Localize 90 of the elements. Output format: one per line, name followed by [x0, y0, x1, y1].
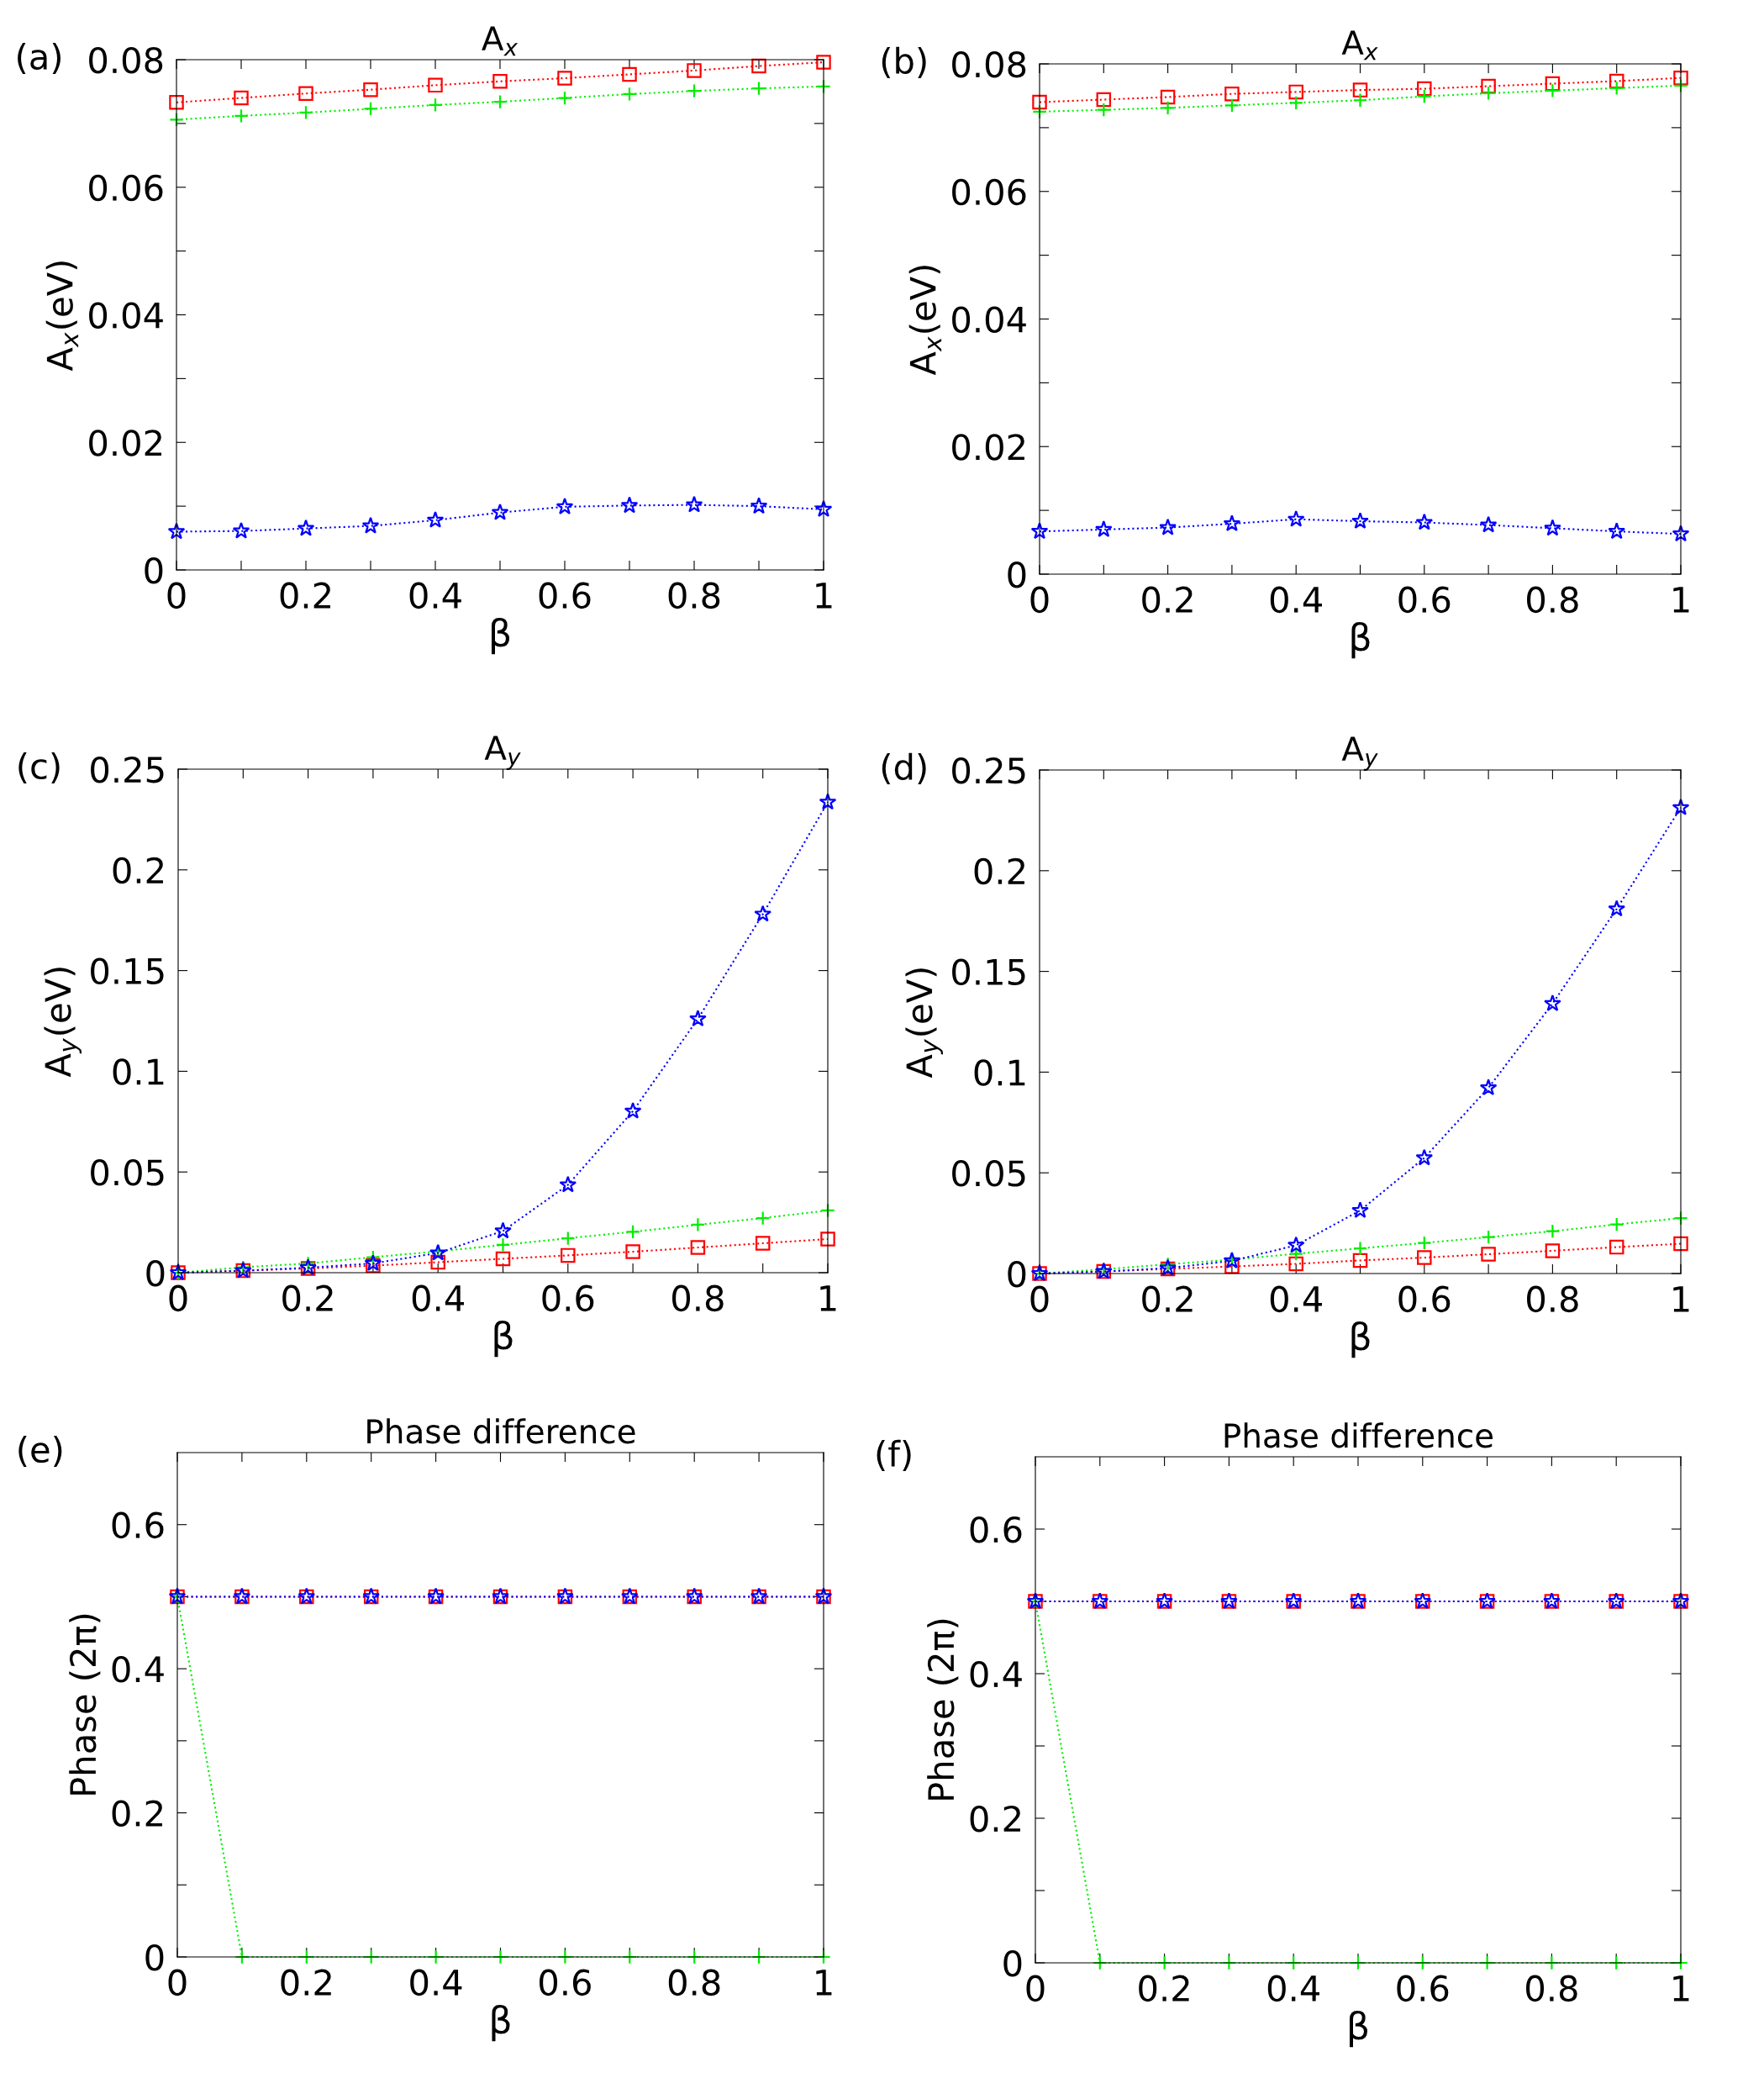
x-tick-label: 0.2	[280, 582, 330, 609]
x-tick-label: 0.6	[1398, 586, 1451, 614]
y-tick-label: 0.2	[974, 857, 1024, 885]
text: (f)	[877, 1439, 911, 1471]
chart-title: A$_{x}$	[482, 26, 519, 56]
x-tick-label: 0	[169, 1284, 187, 1312]
y-tick-label: 0	[1003, 1949, 1022, 1977]
y-tick-label: 0.05	[952, 1160, 1025, 1187]
x-tick-label: 0	[1030, 586, 1049, 614]
x-tick-label: 0.2	[1142, 1285, 1193, 1313]
y-tick-label: 0.4	[970, 1660, 1022, 1688]
y-axis-title: A$_{x}$(eV)	[908, 266, 942, 376]
x-tick-label: 0.8	[1526, 1975, 1577, 2002]
x-tick-label: 0.8	[1527, 1285, 1578, 1313]
y-tick-label: 0.2	[113, 857, 163, 884]
y-tick-label: 0.08	[89, 46, 163, 74]
y-axis-title: A$_{x}$(eV)	[45, 261, 79, 372]
y-tick-label: 0	[145, 1944, 164, 1971]
y-tick-label: 0.6	[970, 1516, 1022, 1543]
x-tick-label: 0	[167, 582, 186, 609]
y-tick-label: 0.2	[970, 1805, 1020, 1833]
y-tick-label: 0.2	[112, 1800, 162, 1827]
x-tick-label: 0.4	[1270, 1285, 1322, 1313]
x-tick-label: 0.2	[1139, 1975, 1189, 2002]
text: (d)	[882, 752, 926, 784]
y-tick-label: 0.08	[952, 50, 1026, 78]
x-axis-title: β	[492, 2004, 510, 2042]
y-tick-label: 0.02	[89, 430, 161, 456]
chart-title: A$_{y}$	[1341, 736, 1378, 771]
y-tick-label: 0.15	[91, 957, 164, 985]
y-tick-label: 0.25	[952, 757, 1025, 784]
chart-title: A$_{x}$	[1341, 30, 1378, 61]
x-tick-label: 1	[820, 1285, 836, 1311]
text: (b)	[882, 46, 926, 78]
x-tick-label: 0	[1030, 1285, 1049, 1313]
y-axis-title: A$_{y}$(eV)	[44, 968, 82, 1078]
x-tick-label: 0.6	[539, 582, 591, 609]
x-tick-label: 0.2	[1142, 586, 1193, 614]
x-axis-title: β	[1351, 621, 1370, 659]
text: (a)	[18, 42, 61, 74]
y-tick-label: 0.1	[974, 1059, 1025, 1086]
y-tick-label: 0.02	[952, 434, 1024, 461]
x-tick-label: 0.6	[540, 1969, 591, 1996]
x-tick-label: 0.2	[281, 1969, 331, 1996]
x-tick-label: 0.8	[672, 1284, 724, 1312]
chart-title: Phase difference	[367, 1418, 635, 1444]
x-tick-label: 1	[816, 583, 832, 609]
x-tick-label: 0.6	[542, 1284, 594, 1312]
y-axis-title: Phase (2π)	[927, 1619, 959, 1800]
y-tick-label: 0.06	[89, 174, 163, 202]
y-tick-label: 0.15	[952, 958, 1025, 986]
y-tick-label: 0.6	[112, 1511, 164, 1539]
text: (e)	[18, 1435, 62, 1467]
y-tick-label: 0	[146, 1259, 165, 1287]
y-tick-label: 0	[1008, 1260, 1026, 1288]
y-axis-title: A$_{y}$(eV)	[905, 968, 943, 1079]
y-tick-label: 0	[1008, 561, 1026, 588]
x-tick-label: 0	[168, 1969, 187, 1996]
y-tick-label: 0.1	[113, 1058, 164, 1085]
y-tick-label: 0.4	[112, 1656, 164, 1683]
y-tick-label: 0.05	[91, 1159, 164, 1186]
x-tick-label: 1	[1673, 587, 1689, 613]
y-tick-label: 0.04	[952, 306, 1026, 333]
x-tick-label: 1	[1673, 1975, 1689, 2002]
x-tick-label: 0.8	[668, 1969, 720, 1996]
y-tick-label: 0.04	[89, 302, 163, 329]
x-tick-label: 0.4	[412, 1284, 464, 1312]
x-tick-label: 0.4	[409, 582, 461, 609]
y-axis-title: Phase (2π)	[69, 1614, 101, 1795]
x-tick-label: 1	[1673, 1286, 1689, 1312]
y-tick-label: 0	[145, 556, 163, 584]
x-axis-title: β	[1349, 2010, 1367, 2048]
x-axis-title: β	[1351, 1321, 1370, 1358]
x-tick-label: 1	[816, 1970, 832, 1996]
chart-title: Phase difference	[1224, 1422, 1493, 1448]
x-tick-label: 0	[1026, 1975, 1045, 2002]
x-tick-label: 0.8	[1527, 586, 1578, 614]
x-tick-label: 0.6	[1398, 1285, 1451, 1313]
y-tick-label: 0.06	[952, 178, 1026, 206]
x-tick-label: 0.2	[282, 1284, 333, 1312]
chart-title: A$_{y}$	[484, 736, 521, 770]
y-tick-label: 0.25	[91, 756, 164, 783]
x-axis-title: β	[491, 617, 509, 655]
text: (c)	[18, 752, 60, 783]
x-axis-title: β	[494, 1320, 513, 1358]
x-tick-label: 0.4	[410, 1969, 462, 1996]
x-tick-label: 0.8	[668, 582, 720, 609]
x-tick-label: 0.4	[1270, 586, 1322, 614]
x-tick-label: 0.6	[1397, 1975, 1449, 2002]
x-tick-label: 0.4	[1267, 1975, 1319, 2002]
